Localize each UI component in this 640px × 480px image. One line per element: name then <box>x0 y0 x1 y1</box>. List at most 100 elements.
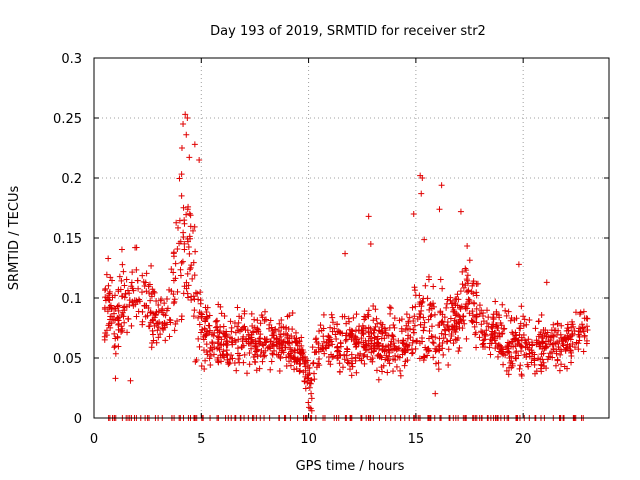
data-point <box>184 115 191 121</box>
data-point <box>342 250 349 257</box>
data-point <box>190 227 197 234</box>
data-point <box>363 341 370 348</box>
data-point <box>412 345 419 352</box>
data-point <box>308 407 315 414</box>
data-point <box>288 333 295 340</box>
data-point <box>357 350 364 357</box>
data-point <box>106 320 113 327</box>
data-point <box>478 328 485 335</box>
data-point <box>223 337 230 344</box>
data-point <box>531 355 538 362</box>
data-point <box>567 347 574 354</box>
data-point <box>173 219 180 226</box>
data-point <box>529 349 536 356</box>
data-point <box>271 347 278 354</box>
data-point <box>162 337 169 344</box>
data-point <box>164 295 171 302</box>
data-point <box>267 317 274 324</box>
data-point <box>437 308 444 315</box>
grid-lines <box>94 58 609 418</box>
data-point <box>185 282 192 289</box>
data-point <box>492 345 499 352</box>
data-point <box>234 323 241 330</box>
data-point <box>529 342 536 349</box>
data-point <box>540 350 547 357</box>
data-point <box>481 344 488 351</box>
data-point <box>136 298 143 305</box>
data-point <box>227 318 234 325</box>
data-point <box>523 341 530 348</box>
data-point <box>457 316 464 323</box>
data-point <box>502 307 509 314</box>
data-point <box>170 277 177 284</box>
data-point <box>267 338 274 345</box>
data-point <box>552 362 559 369</box>
data-point <box>320 311 327 318</box>
data-point <box>371 334 378 341</box>
data-point <box>271 332 278 339</box>
data-point <box>132 244 139 251</box>
data-point <box>203 330 210 337</box>
data-point <box>224 356 231 363</box>
data-point <box>291 366 298 373</box>
data-point <box>430 340 437 347</box>
data-point <box>326 342 333 349</box>
data-point <box>110 310 117 317</box>
data-point <box>370 329 377 336</box>
data-point <box>412 303 419 310</box>
data-point <box>343 336 350 343</box>
y-tick-label: 0.15 <box>53 232 82 247</box>
data-point <box>289 310 296 317</box>
data-point <box>480 318 487 325</box>
data-point <box>367 241 374 247</box>
data-point <box>500 326 507 333</box>
data-point <box>391 343 398 350</box>
data-point <box>155 302 162 309</box>
data-point <box>549 354 556 361</box>
data-point <box>336 360 343 367</box>
data-point <box>554 357 561 364</box>
data-point <box>355 327 362 334</box>
data-point <box>206 327 213 334</box>
data-point <box>325 333 332 340</box>
data-point <box>126 301 133 308</box>
data-point <box>178 192 185 199</box>
data-point <box>205 322 212 329</box>
data-point <box>444 322 451 329</box>
data-point <box>244 327 251 334</box>
data-point <box>119 325 126 332</box>
data-point <box>196 321 203 328</box>
data-point <box>257 320 264 327</box>
data-point <box>191 272 198 279</box>
data-point <box>143 270 150 277</box>
data-point <box>332 331 339 338</box>
data-point <box>160 326 167 333</box>
data-point <box>459 281 466 288</box>
data-point <box>101 304 108 311</box>
data-point <box>184 290 191 297</box>
data-point <box>221 354 228 361</box>
data-point <box>111 292 118 299</box>
data-point <box>515 337 522 344</box>
data-point <box>509 360 516 367</box>
data-point <box>390 340 397 347</box>
data-point <box>263 336 270 343</box>
data-point <box>494 353 501 360</box>
data-point <box>183 131 190 138</box>
data-point <box>352 333 359 340</box>
data-point <box>460 313 467 320</box>
data-point <box>235 356 242 363</box>
data-point <box>177 272 184 279</box>
data-point <box>379 321 386 328</box>
data-point <box>509 339 516 346</box>
data-point <box>350 314 357 321</box>
data-point <box>168 266 175 273</box>
data-point <box>316 356 323 363</box>
data-point <box>106 297 113 304</box>
data-point <box>331 325 338 332</box>
data-point <box>239 338 246 345</box>
data-point <box>404 343 411 350</box>
data-point <box>241 351 248 358</box>
data-point <box>525 336 532 343</box>
data-point <box>235 327 242 334</box>
